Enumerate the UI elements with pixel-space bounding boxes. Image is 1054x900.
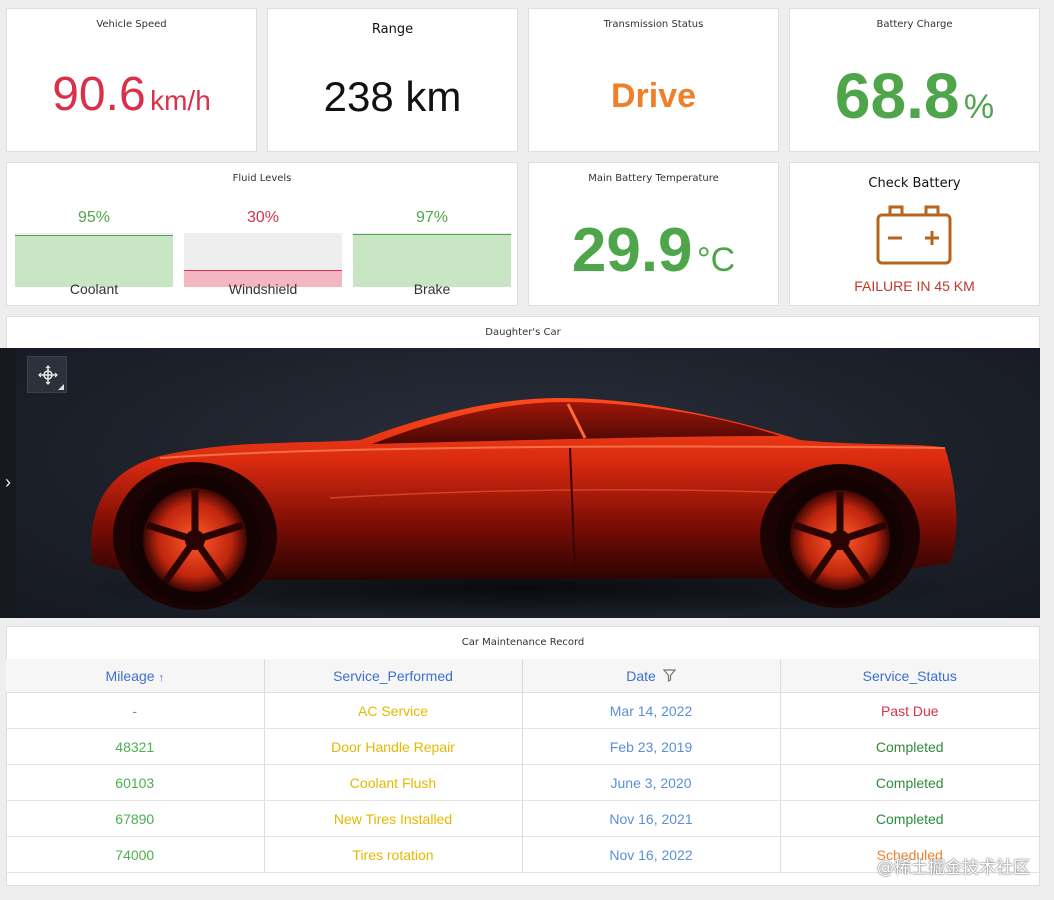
fluid-coolant-percent: 95% <box>77 209 111 226</box>
status-cell: Scheduled <box>780 836 1039 873</box>
service-cell: Door Handle Repair <box>264 728 523 765</box>
table-row[interactable]: 60103 Coolant Flush June 3, 2020 Complet… <box>6 764 1039 801</box>
car-model-render[interactable] <box>0 348 1040 618</box>
battery-charge-number: 68.8 <box>834 60 960 132</box>
fluid-windshield-label: Windshield <box>228 281 298 297</box>
fluid-windshield-percent: 30% <box>246 209 280 226</box>
filter-icon[interactable] <box>662 668 677 682</box>
fluid-coolant-fill <box>15 234 173 287</box>
column-header-status[interactable]: Service_Status <box>780 659 1039 693</box>
fluid-brake-percent: 97% <box>415 209 449 226</box>
vehicle-speed-unit: km/h <box>150 85 211 116</box>
battery-charge-title: Battery Charge <box>876 19 953 30</box>
status-cell: Completed <box>780 728 1039 765</box>
service-cell: Coolant Flush <box>264 764 523 801</box>
fluid-levels-title: Fluid Levels <box>232 173 292 184</box>
vehicle-speed-number: 90.6 <box>52 68 146 121</box>
maintenance-title: Car Maintenance Record <box>461 637 585 648</box>
mileage-cell: 60103 <box>6 764 265 801</box>
maintenance-header-row: Mileage ↑ Service_Performed Date Service… <box>6 659 1039 693</box>
service-cell: New Tires Installed <box>264 800 523 837</box>
status-cell: Completed <box>780 800 1039 837</box>
status-cell: Past Due <box>780 692 1039 729</box>
rear-wheel <box>776 476 904 604</box>
column-header-date[interactable]: Date <box>522 659 781 693</box>
range-panel: Range 238 km <box>267 8 518 152</box>
table-row[interactable]: - AC Service Mar 14, 2022 Past Due <box>6 692 1039 729</box>
fluid-levels-panel: Fluid Levels 95% Coolant 30% Windshield … <box>6 162 518 306</box>
vehicle-speed-panel: Vehicle Speed 90.6 km/h <box>6 8 257 152</box>
sort-ascending-icon[interactable]: ↑ <box>158 671 164 684</box>
maintenance-table: Mileage ↑ Service_Performed Date Service… <box>6 659 1039 873</box>
fluid-coolant-bar <box>15 233 173 287</box>
table-row[interactable]: 48321 Door Handle Repair Feb 23, 2019 Co… <box>6 728 1039 765</box>
move-crosshair-icon <box>38 365 58 385</box>
battery-charge-panel: Battery Charge 68.8 % <box>789 8 1040 152</box>
battery-warning-icon <box>876 205 952 265</box>
column-header-service[interactable]: Service_Performed <box>264 659 523 693</box>
service-cell: Tires rotation <box>264 836 523 873</box>
fluid-gauge-brake: 97% Brake <box>353 209 511 309</box>
fluid-brake-label: Brake <box>413 281 451 297</box>
battery-temp-panel: Main Battery Temperature 29.9 °C <box>528 162 779 306</box>
car-view-title: Daughter's Car <box>485 327 561 338</box>
transmission-title: Transmission Status <box>603 19 704 30</box>
fluid-windshield-fill <box>184 269 342 287</box>
status-header-label: Service_Status <box>862 667 957 684</box>
car-view-header: Daughter's Car <box>6 316 1040 348</box>
mileage-cell: 74000 <box>6 836 265 873</box>
fluid-brake-bar <box>353 233 511 287</box>
mileage-header-label: Mileage <box>105 667 155 684</box>
fluid-brake-fill <box>353 233 511 287</box>
battery-charge-value: 68.8 % <box>790 59 1039 133</box>
watermark-text: @稀土掘金技术社区 <box>877 858 1030 878</box>
fluid-windshield-bar <box>184 233 342 287</box>
check-battery-title: Check Battery <box>868 176 961 191</box>
service-cell: AC Service <box>264 692 523 729</box>
date-header-label: Date <box>626 667 656 684</box>
transmission-panel: Transmission Status Drive <box>528 8 779 152</box>
date-cell: Nov 16, 2022 <box>522 836 781 873</box>
expand-panel-chevron-icon[interactable]: › <box>5 472 11 492</box>
front-wheel <box>129 474 261 606</box>
transmission-value: Drive <box>610 77 697 115</box>
mileage-cell: 67890 <box>6 800 265 837</box>
column-header-mileage[interactable]: Mileage ↑ <box>6 659 265 693</box>
battery-temp-value: 29.9 °C <box>529 215 778 286</box>
viewer-side-strip <box>0 348 16 618</box>
table-row[interactable]: 74000 Tires rotation Nov 16, 2022 Schedu… <box>6 836 1039 873</box>
check-battery-message: FAILURE IN 45 KM <box>854 278 975 294</box>
status-cell: Completed <box>780 764 1039 801</box>
mileage-cell: 48321 <box>6 728 265 765</box>
date-cell: Nov 16, 2021 <box>522 800 781 837</box>
fluid-gauge-coolant: 95% Coolant <box>15 209 173 309</box>
fluid-gauge-windshield: 30% Windshield <box>184 209 342 309</box>
date-cell: Mar 14, 2022 <box>522 692 781 729</box>
battery-temp-number: 29.9 <box>571 216 693 285</box>
tool-menu-corner-indicator <box>58 384 64 390</box>
date-cell: June 3, 2020 <box>522 764 781 801</box>
check-battery-panel: Check Battery FAILURE IN 45 KM <box>789 162 1040 306</box>
battery-charge-unit: % <box>963 88 995 126</box>
vehicle-speed-value: 90.6 km/h <box>7 67 256 122</box>
car-3d-viewer[interactable]: › <box>0 348 1040 618</box>
battery-temp-title: Main Battery Temperature <box>588 173 719 184</box>
mileage-cell: - <box>6 692 265 729</box>
fluid-coolant-label: Coolant <box>69 281 119 297</box>
vehicle-speed-title: Vehicle Speed <box>96 19 167 30</box>
table-row[interactable]: 67890 New Tires Installed Nov 16, 2021 C… <box>6 800 1039 837</box>
service-header-label: Service_Performed <box>333 667 453 684</box>
range-value: 238 km <box>323 73 462 120</box>
navigation-tool-button[interactable] <box>27 356 67 393</box>
battery-temp-unit: °C <box>696 241 736 279</box>
date-cell: Feb 23, 2019 <box>522 728 781 765</box>
range-title: Range <box>371 22 414 37</box>
